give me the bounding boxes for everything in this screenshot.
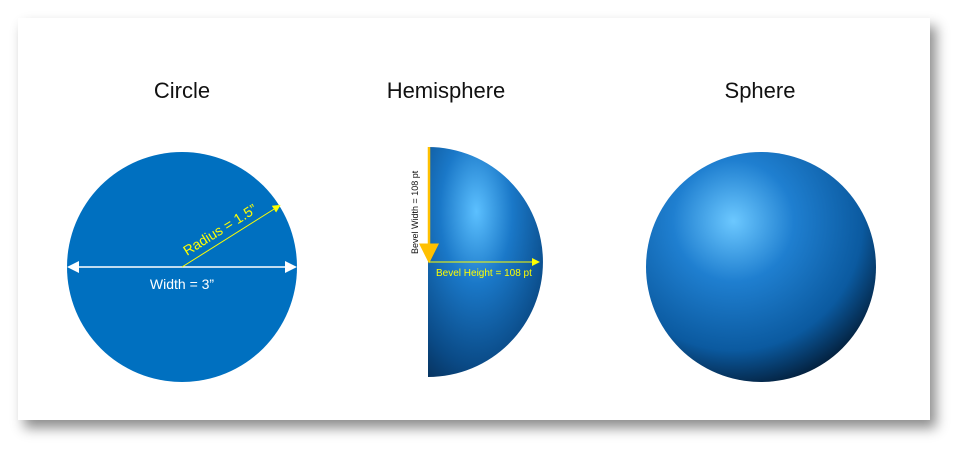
circle-title: Circle [154,78,210,103]
bevel-height-label: Bevel Height = 108 pt [436,268,532,279]
radius-arrow [181,204,281,268]
hemisphere-title: Hemisphere [387,78,506,103]
sphere-shape [646,152,876,382]
sphere-title: Sphere [725,78,796,103]
width-label: Width = 3” [150,276,215,292]
bevel-width-label: Bevel Width = 108 pt [410,170,420,254]
